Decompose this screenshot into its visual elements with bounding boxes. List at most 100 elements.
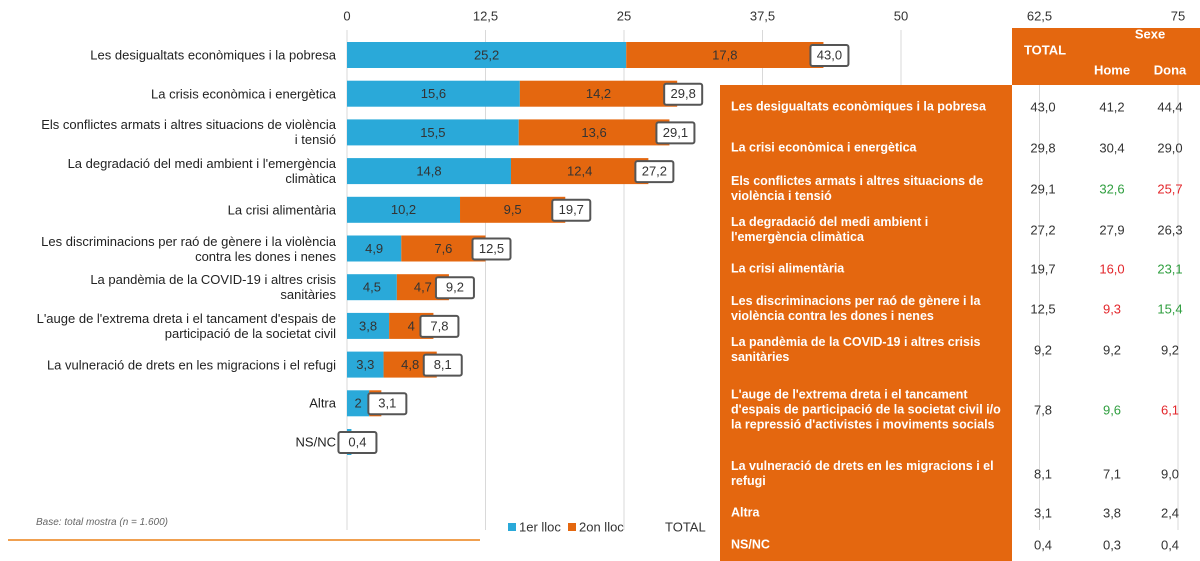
cell-dona: 9,2 bbox=[1160, 342, 1180, 358]
row-label-cell: La vulneració de drets en les migracions… bbox=[720, 450, 1012, 497]
cell-total: 29,8 bbox=[1030, 140, 1056, 155]
total-box bbox=[471, 237, 512, 261]
cell-total: 19,7 bbox=[1030, 261, 1056, 276]
bar-segment bbox=[519, 80, 678, 107]
row-label: La vulneració de drets en les migracions… bbox=[731, 458, 994, 488]
x-tick-label: 12,5 bbox=[473, 8, 498, 23]
row-label-cell: La crisi econòmica i energètica bbox=[720, 128, 1012, 167]
row-label-cell: Les discriminacions per raó de gènere i … bbox=[720, 287, 1012, 330]
total-label: 7,8 bbox=[430, 318, 448, 333]
data-label: 4,8 bbox=[401, 357, 419, 372]
cell-total: 12,5 bbox=[1030, 301, 1056, 316]
cell-home: 41,2 bbox=[1099, 99, 1125, 114]
cell-home: 30,4 bbox=[1099, 140, 1125, 155]
data-label: 10,2 bbox=[391, 202, 416, 217]
data-label: 17,8 bbox=[712, 47, 737, 62]
cell-dona: 2,4 bbox=[1160, 505, 1180, 520]
row-label-cell: La crisi alimentària bbox=[720, 250, 1012, 287]
row-label-cell: L'auge de l'extrema dreta i el tancament… bbox=[720, 370, 1012, 450]
cell-home: 3,8 bbox=[1102, 505, 1122, 520]
row-label: Les discriminacions per raó de gènere i … bbox=[731, 293, 981, 323]
cell-dona: 44,4 bbox=[1157, 99, 1183, 114]
row-label: La pandèmia de la COVID-19 i altres cris… bbox=[731, 335, 981, 364]
cell-dona: 6,1 bbox=[1160, 402, 1180, 418]
cell-home: 27,9 bbox=[1099, 222, 1125, 238]
row-label-cell: La pandèmia de la COVID-19 i altres cris… bbox=[720, 330, 1012, 370]
data-label: 4 bbox=[408, 318, 415, 333]
bar-segment bbox=[347, 196, 461, 223]
data-label: 12,4 bbox=[567, 164, 592, 179]
category-label: La crisis econòmica i energètica bbox=[151, 86, 336, 102]
cell-total: 9,2 bbox=[1033, 342, 1053, 358]
total-box bbox=[655, 121, 696, 145]
bar-segment bbox=[401, 235, 486, 262]
row-label: Altra bbox=[731, 505, 760, 519]
base-note: Base: total mostra (n = 1.600) bbox=[36, 517, 169, 528]
cell-total: 7,8 bbox=[1033, 402, 1053, 418]
cell-home: 9,2 bbox=[1102, 342, 1122, 358]
cell-total: 43,0 bbox=[1030, 99, 1056, 114]
total-box bbox=[337, 431, 378, 454]
x-tick-label: 0 bbox=[343, 8, 350, 23]
bar-segment bbox=[347, 158, 511, 185]
total-box bbox=[663, 82, 704, 106]
legend-label: 2on lloc bbox=[579, 519, 624, 534]
total-label: 29,1 bbox=[663, 125, 688, 140]
x-tick-label: 50 bbox=[894, 8, 908, 23]
total-label: 3,1 bbox=[378, 396, 396, 411]
bar-segment bbox=[347, 312, 390, 339]
total-box bbox=[367, 392, 408, 416]
legend-label: TOTAL bbox=[665, 519, 706, 534]
category-label: NS/NC bbox=[295, 434, 336, 450]
header-home: Home bbox=[1093, 62, 1131, 78]
table-header: TOTAL Sexe Home Dona bbox=[1012, 26, 1200, 85]
x-tick-label: 37,5 bbox=[750, 8, 775, 23]
total-box bbox=[809, 44, 850, 67]
total-box bbox=[434, 276, 475, 300]
category-label: Altra bbox=[309, 395, 336, 411]
bar-segment bbox=[347, 351, 384, 378]
header-group: Sexe bbox=[1134, 26, 1166, 42]
row-label-cell: Els conflictes armats i altres situacion… bbox=[720, 167, 1012, 210]
total-label: 0,4 bbox=[348, 434, 366, 449]
row-label: La crisi econòmica i energètica bbox=[731, 140, 917, 154]
cell-total: 29,1 bbox=[1030, 181, 1056, 196]
cell-dona: 23,1 bbox=[1157, 261, 1183, 276]
data-label: 3,3 bbox=[356, 357, 374, 372]
cell-total: 0,4 bbox=[1033, 537, 1053, 552]
x-tick-label: 25 bbox=[617, 8, 631, 23]
bar-segment bbox=[347, 274, 397, 301]
bar-segment bbox=[518, 119, 670, 146]
data-label: 4,7 bbox=[414, 280, 432, 295]
total-label: 8,1 bbox=[434, 357, 452, 372]
category-label: Les discriminacions per raó de gènere i … bbox=[41, 233, 336, 264]
category-label: Les desigualtats econòmiques i la pobres… bbox=[90, 47, 336, 63]
row-label-cell: NS/NC bbox=[720, 528, 1012, 561]
cell-total: 8,1 bbox=[1033, 466, 1053, 481]
bar-segment bbox=[626, 42, 824, 68]
bar-segment bbox=[347, 390, 370, 417]
data-label: 13,6 bbox=[581, 125, 606, 140]
header-dona: Dona bbox=[1153, 62, 1187, 78]
data-label: 9,5 bbox=[504, 202, 522, 217]
bar-segment bbox=[347, 80, 520, 107]
cell-home: 9,3 bbox=[1102, 301, 1122, 316]
category-label: La degradació del medi ambient i l'emerg… bbox=[67, 156, 336, 187]
bar-segment bbox=[460, 196, 566, 223]
total-label: 19,7 bbox=[559, 202, 584, 217]
data-label: 3,8 bbox=[359, 318, 377, 333]
cell-dona: 26,3 bbox=[1157, 222, 1183, 238]
category-label: La crisi alimentària bbox=[227, 202, 336, 218]
row-label-cell: La degradació del medi ambient i l'emerg… bbox=[720, 210, 1012, 250]
cell-dona: 15,4 bbox=[1157, 301, 1183, 316]
category-label: La vulneració de drets en les migracions… bbox=[46, 357, 336, 373]
data-label: 4,9 bbox=[365, 241, 383, 256]
cell-home: 16,0 bbox=[1099, 261, 1125, 276]
row-label-cell: Les desigualtats econòmiques i la pobres… bbox=[720, 85, 1012, 128]
data-label: 15,5 bbox=[420, 125, 445, 140]
legend-swatch bbox=[508, 523, 516, 531]
cell-dona: 29,0 bbox=[1157, 140, 1183, 155]
total-box bbox=[634, 160, 675, 184]
